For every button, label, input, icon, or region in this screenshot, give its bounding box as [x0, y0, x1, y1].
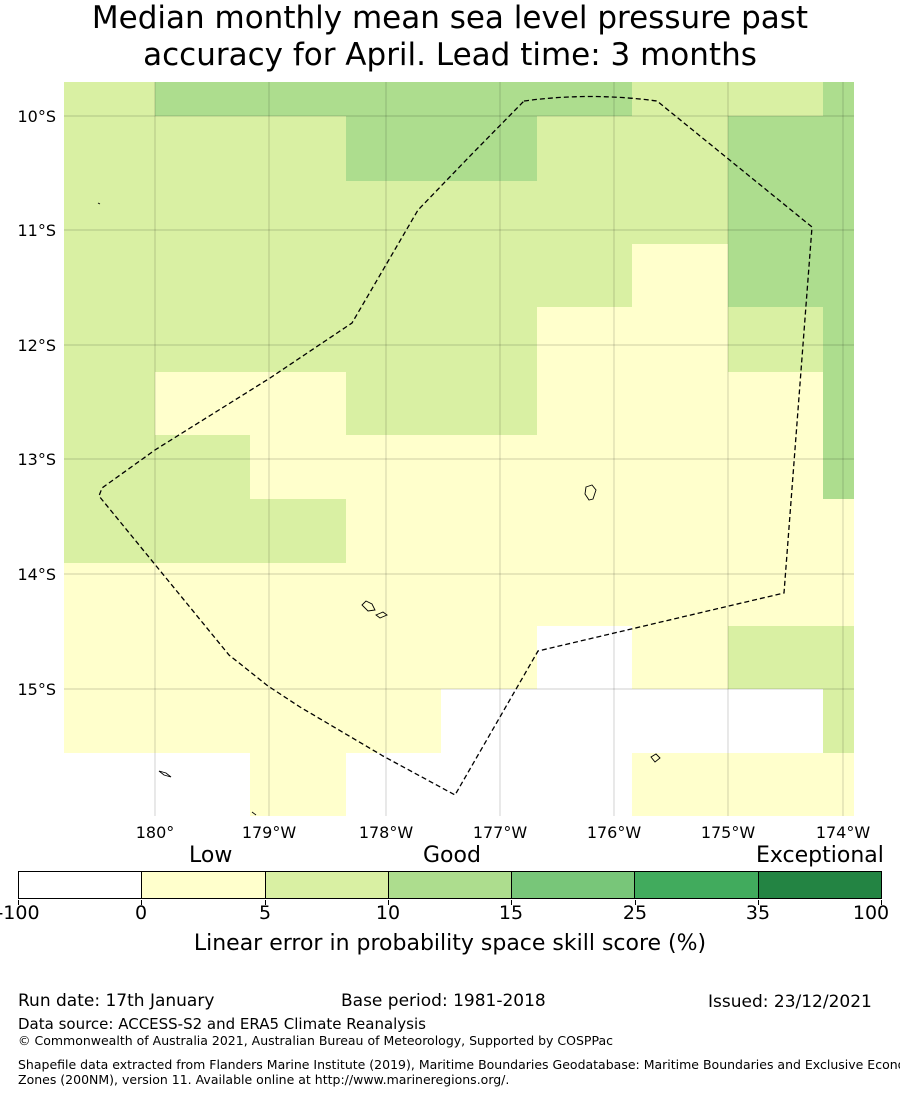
title-line-1: Median monthly mean sea level pressure p… [91, 0, 809, 36]
colorbar [18, 871, 882, 899]
map-cell [155, 82, 632, 116]
lat-label: 14°S [17, 565, 56, 584]
colorbar-tick-label: 5 [258, 902, 272, 924]
lat-label: 10°S [17, 107, 56, 126]
island-outline [375, 611, 388, 619]
lat-label: 15°S [17, 680, 56, 699]
map-gridlines [64, 82, 854, 816]
map-cell [823, 82, 854, 499]
map-cell [728, 307, 823, 372]
issued-date: Issued: 23/12/2021 [708, 992, 872, 1012]
lon-label: 180° [136, 823, 175, 840]
lon-label: 176°W [587, 823, 642, 840]
colorbar-tick-label: 35 [745, 902, 771, 924]
longitude-labels: 180° 179°W 178°W 177°W 176°W 175°W 174°W [136, 823, 871, 840]
colorbar-tick [388, 900, 389, 905]
map-cell [632, 689, 823, 753]
lat-label: 13°S [17, 450, 56, 469]
island-outline [251, 811, 257, 816]
colorbar-category-exceptional: Exceptional [756, 843, 884, 868]
latitude-labels: 10°S 11°S 12°S 13°S 14°S 15°S [17, 107, 56, 699]
map-cell [155, 435, 250, 563]
map-cell [632, 82, 823, 116]
colorbar-segment [142, 872, 266, 898]
shapefile-credit-line-2: Zones (200NM), version 11. Available onl… [18, 1072, 510, 1087]
map-cell [250, 499, 346, 563]
colorbar-tick-label: 100 [852, 902, 890, 924]
map-cell [537, 626, 632, 689]
shapefile-credit-line-1: Shapefile data extracted from Flanders M… [18, 1057, 900, 1072]
colorbar-segment [388, 872, 513, 898]
map-cell [64, 753, 250, 816]
colorbar-tick-label: 25 [622, 902, 648, 924]
map-cell [346, 116, 537, 181]
chart-title: Median monthly mean sea level pressure p… [0, 0, 900, 74]
lon-label: 177°W [473, 823, 528, 840]
colorbar-segment [512, 872, 636, 898]
island-outline [97, 202, 101, 205]
island-outline [361, 600, 376, 612]
colorbar-tick [635, 900, 636, 905]
colorbar-segment [635, 872, 759, 898]
base-period: Base period: 1981-2018 [341, 991, 546, 1011]
colorbar-tick-label: -100 [0, 902, 40, 924]
map-cell [823, 689, 854, 753]
lon-label: 175°W [701, 823, 756, 840]
colorbar-segment [758, 872, 881, 898]
island-outline [650, 753, 661, 763]
skill-score-map: 10°S 11°S 12°S 13°S 14°S 15°S 180° 179°W… [17, 82, 871, 840]
colorbar-label: Linear error in probability space skill … [193, 931, 707, 956]
island-outlines [97, 202, 661, 816]
map-grid-cells [64, 82, 854, 816]
colorbar-category-low: Low [189, 843, 233, 868]
copyright-notice: © Commonwealth of Australia 2021, Austra… [18, 1033, 613, 1048]
colorbar-tick-label: 0 [134, 902, 148, 924]
eez-boundary-line [98, 95, 813, 796]
map-cell [632, 116, 728, 244]
map-cell [155, 307, 537, 372]
colorbar-tick [18, 900, 19, 905]
map-cell [441, 689, 632, 753]
lon-label: 179°W [242, 823, 297, 840]
data-source: Data source: ACCESS-S2 and ERA5 Climate … [18, 1015, 426, 1033]
map-cell [346, 753, 632, 816]
map-cell [64, 82, 155, 563]
colorbar-tick [511, 900, 512, 905]
island-outline [158, 770, 172, 778]
colorbar-tick-label: 15 [498, 902, 524, 924]
colorbar-segment [265, 872, 389, 898]
map-cell [728, 626, 854, 689]
colorbar-tick [265, 900, 266, 905]
colorbar-tick [758, 900, 759, 905]
colorbar-category-good: Good [423, 843, 481, 868]
colorbar-tick [881, 900, 882, 905]
map-cell [346, 372, 537, 435]
lon-label: 174°W [816, 823, 871, 840]
colorbar-tick [141, 900, 142, 905]
lat-label: 11°S [17, 221, 56, 240]
island-outline [584, 484, 597, 501]
title-line-2: accuracy for April. Lead time: 3 months [143, 37, 757, 73]
run-date: Run date: 17th January [18, 991, 215, 1011]
lat-label: 12°S [17, 336, 56, 355]
colorbar-segment [19, 872, 143, 898]
lon-label: 178°W [359, 823, 414, 840]
colorbar-tick-label: 10 [375, 902, 401, 924]
